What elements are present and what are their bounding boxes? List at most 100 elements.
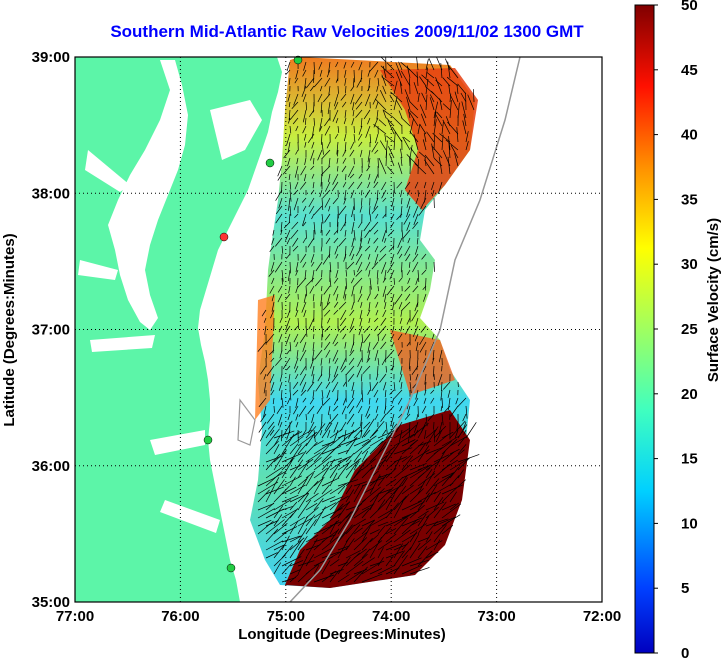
velocity-vector (425, 478, 440, 495)
velocity-vector (416, 413, 419, 420)
velocity-vector (305, 457, 322, 471)
velocity-vector (412, 221, 419, 230)
velocity-vector (353, 518, 366, 527)
velocity-vector (388, 153, 395, 167)
velocity-vector (414, 245, 419, 255)
velocity-vector (431, 333, 435, 340)
velocity-vector (313, 574, 335, 583)
velocity-vector (358, 141, 363, 147)
velocity-vector (393, 550, 405, 567)
velocity-vector (457, 397, 467, 407)
velocity-vector (288, 173, 291, 180)
velocity-vector (313, 333, 315, 340)
velocity-vector (430, 397, 435, 404)
velocity-vector (369, 475, 382, 487)
velocity-vector (320, 421, 323, 430)
radar-station-marker (203, 435, 213, 445)
velocity-vector (266, 365, 275, 377)
velocity-vector (320, 357, 323, 366)
velocity-vector (409, 118, 414, 135)
velocity-vector (424, 159, 435, 175)
velocity-vector (323, 93, 331, 103)
velocity-vector (395, 100, 403, 111)
velocity-vector (270, 381, 275, 392)
velocity-vector (381, 74, 387, 87)
velocity-vector (390, 253, 395, 265)
velocity-vector (361, 418, 375, 439)
colorbar-tick-label: 30 (681, 256, 698, 273)
velocity-vector (350, 277, 355, 284)
velocity-vector (376, 189, 379, 200)
velocity-vector (293, 189, 299, 195)
velocity-vector (313, 205, 323, 216)
velocity-vector (360, 429, 363, 438)
velocity-vector (369, 560, 385, 567)
velocity-vector (367, 341, 371, 353)
velocity-vector (369, 381, 371, 391)
velocity-vector (334, 341, 339, 347)
velocity-vector (375, 133, 379, 144)
velocity-vector (337, 515, 351, 535)
velocity-vector (391, 421, 395, 428)
velocity-vector (320, 293, 323, 307)
velocity-vector (289, 574, 299, 583)
velocity-vector (425, 277, 427, 291)
velocity-vector (293, 357, 299, 369)
velocity-vector (441, 503, 462, 519)
velocity-vector (409, 357, 411, 370)
velocity-vector (409, 567, 430, 575)
velocity-vector (345, 437, 358, 447)
velocity-vector (449, 457, 470, 471)
x-tick-label: 77:00 (56, 608, 94, 625)
velocity-vector (317, 93, 323, 103)
velocity-vector (329, 434, 344, 447)
velocity-vector (377, 509, 393, 519)
velocity-vector (401, 439, 418, 455)
velocity-vector (417, 479, 427, 495)
velocity-vector (369, 529, 380, 535)
velocity-vector (311, 365, 315, 377)
velocity-vector (385, 528, 397, 535)
velocity-vector (416, 357, 419, 371)
velocity-vector (293, 405, 299, 415)
velocity-vector (270, 357, 275, 363)
velocity-vector (260, 413, 267, 423)
velocity-vector (449, 479, 466, 495)
velocity-vector (441, 438, 458, 455)
velocity-vector (361, 503, 375, 511)
velocity-vector (456, 84, 459, 95)
velocity-vector (368, 269, 371, 277)
velocity-vector (406, 154, 419, 167)
velocity-vector (313, 564, 320, 575)
velocity-vector (424, 429, 427, 440)
velocity-vector (401, 477, 408, 487)
velocity-vector (397, 349, 403, 357)
velocity-vector (449, 448, 460, 455)
velocity-vector (364, 93, 371, 107)
velocity-vector (281, 277, 283, 285)
velocity-vector (337, 485, 346, 495)
velocity-vector (305, 229, 307, 239)
velocity-vector (281, 562, 293, 575)
velocity-vector (375, 397, 379, 403)
velocity-vector (297, 429, 312, 439)
high-velocity-patch-north (380, 68, 478, 210)
velocity-vector (433, 520, 450, 535)
velocity-vector (286, 133, 291, 146)
velocity-vector (419, 104, 427, 119)
velocity-vector (346, 413, 355, 425)
velocity-vector (324, 125, 331, 136)
velocity-vector (272, 229, 275, 236)
velocity-vector (297, 536, 308, 551)
velocity-vector (361, 389, 364, 403)
velocity-vector (358, 61, 363, 71)
velocity-vector (401, 301, 411, 312)
velocity-vector (273, 499, 292, 511)
velocity-vector (400, 309, 403, 317)
velocity-vector (305, 325, 308, 337)
velocity-vector (371, 381, 379, 392)
velocity-vector (313, 498, 324, 511)
velocity-vector (337, 495, 349, 503)
gridlines (75, 57, 602, 602)
velocity-vector (424, 154, 435, 167)
